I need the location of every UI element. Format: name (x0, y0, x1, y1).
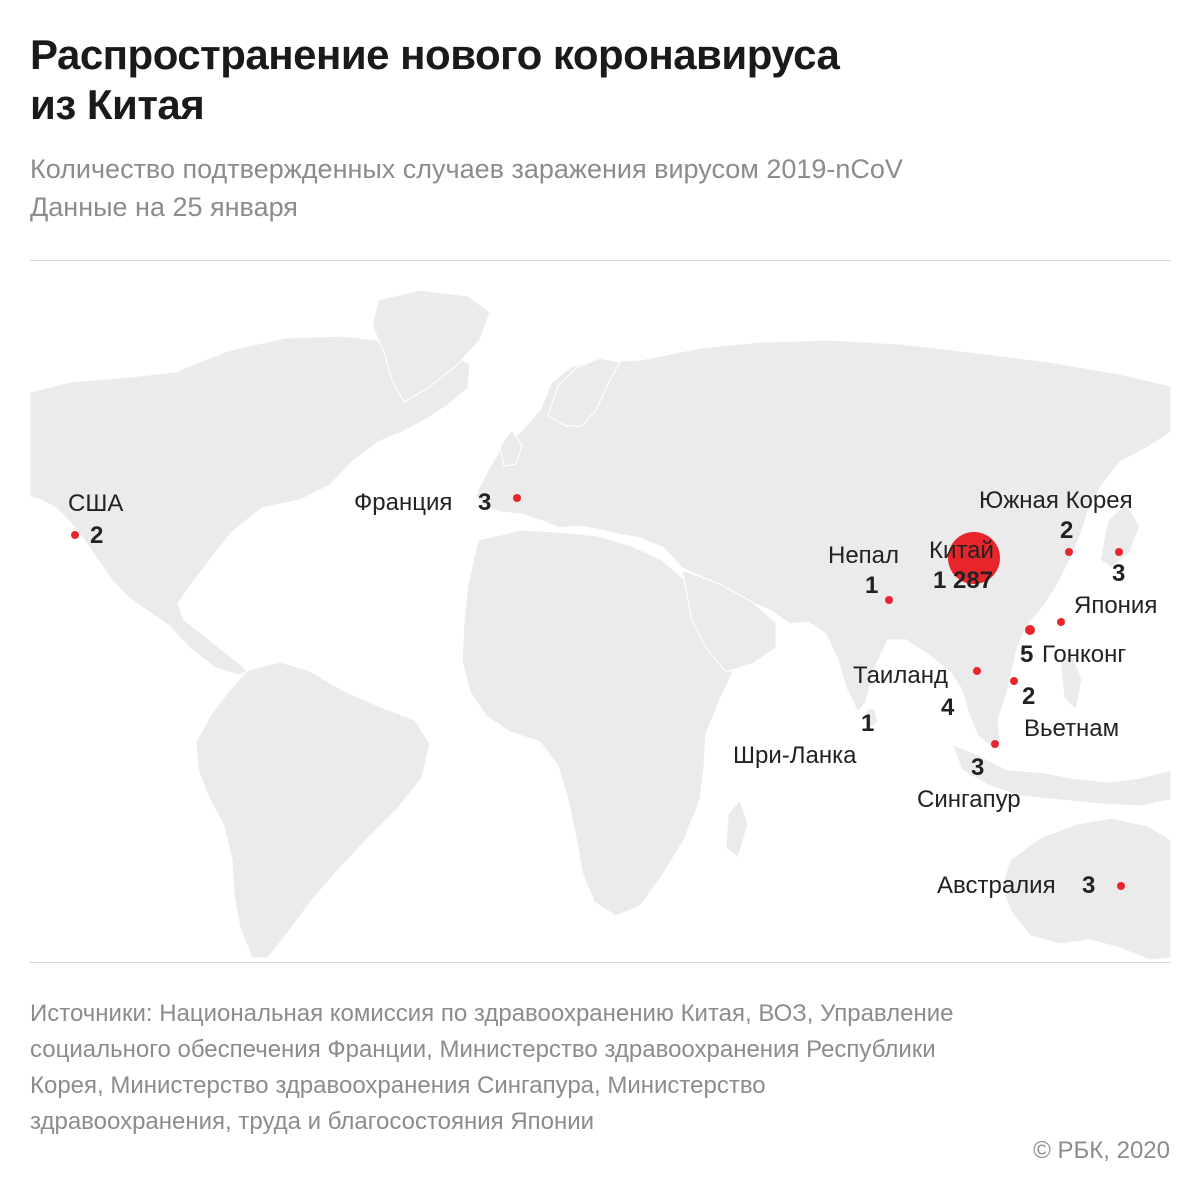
madagascar-landmass (725, 799, 749, 859)
nepal-cases: 1 (865, 572, 879, 599)
sources-note: Источники: Национальная комиссия по здра… (30, 1000, 954, 1135)
subtitle-line-2: Данные на 25 января (30, 192, 298, 222)
china-coast-marker (1057, 618, 1065, 626)
south-america-landmass (195, 661, 431, 959)
singapore-cases: 3 (971, 754, 985, 781)
usa-cases: 2 (90, 522, 104, 549)
france-cases: 3 (478, 489, 492, 516)
nepal-label: Непал (828, 542, 900, 569)
australia-cases: 3 (1082, 872, 1096, 899)
japan-label: Япония (1074, 592, 1158, 619)
infographic-title: Распространение нового коронавируса из К… (30, 30, 1150, 130)
case-markers (71, 494, 1125, 890)
continents (29, 289, 1172, 961)
nepal-marker (885, 596, 893, 604)
sri-lanka-cases: 1 (861, 710, 875, 737)
title-line-1: Распространение нового коронавируса (30, 31, 840, 78)
usa-label: США (68, 490, 124, 517)
australia-label: Австралия (937, 872, 1056, 899)
eurasia-landmass (474, 339, 1172, 751)
title-line-2: из Китая (30, 81, 205, 128)
sri-lanka-label: Шри-Ланка (733, 742, 857, 769)
arabia-landmass (681, 569, 777, 673)
japan-marker (1115, 548, 1123, 556)
china-label: Китай (929, 537, 994, 564)
south-korea-cases: 2 (1060, 517, 1074, 544)
bottom-divider (30, 962, 1171, 963)
thailand-cases: 4 (941, 694, 955, 721)
australia-marker (1117, 882, 1125, 890)
usa-marker (71, 531, 79, 539)
sri-lanka-landmass (865, 707, 879, 729)
philippines-landmass (1059, 653, 1083, 711)
copyright-note: © РБК, 2020 (1033, 1137, 1170, 1164)
france-label: Франция (354, 489, 453, 516)
japan-landmass (1099, 503, 1141, 569)
vietnam-cases: 2 (1022, 683, 1036, 710)
france-marker (513, 494, 521, 502)
thailand-marker (973, 667, 981, 675)
china-bubble (948, 532, 1000, 584)
hong-kong-marker (1025, 625, 1035, 635)
south-korea-label: Южная Корея (979, 487, 1133, 514)
australia-landmass (1001, 817, 1172, 961)
scandinavia-landmass (547, 357, 621, 427)
hong-kong-cases: 5 (1020, 641, 1034, 668)
britain-landmass (499, 429, 523, 467)
singapore-label: Сингапур (917, 786, 1021, 813)
vietnam-marker (1010, 677, 1018, 685)
subtitle-line-1: Количество подтвержденных случаев зараже… (30, 154, 903, 184)
hong-kong-label: Гонконг (1042, 641, 1127, 668)
top-divider (30, 260, 1171, 261)
infographic-subtitle: Количество подтвержденных случаев зараже… (30, 150, 1170, 226)
greenland-landmass (371, 289, 491, 403)
vietnam-label: Вьетнам (1024, 715, 1120, 742)
china-cases: 1 287 (933, 567, 994, 594)
japan-cases: 3 (1112, 560, 1126, 587)
africa-landmass (461, 529, 739, 917)
south-korea-marker (1065, 548, 1073, 556)
singapore-marker (991, 740, 999, 748)
indonesia-landmass (951, 743, 1172, 807)
thailand-label: Таиланд (853, 662, 948, 689)
